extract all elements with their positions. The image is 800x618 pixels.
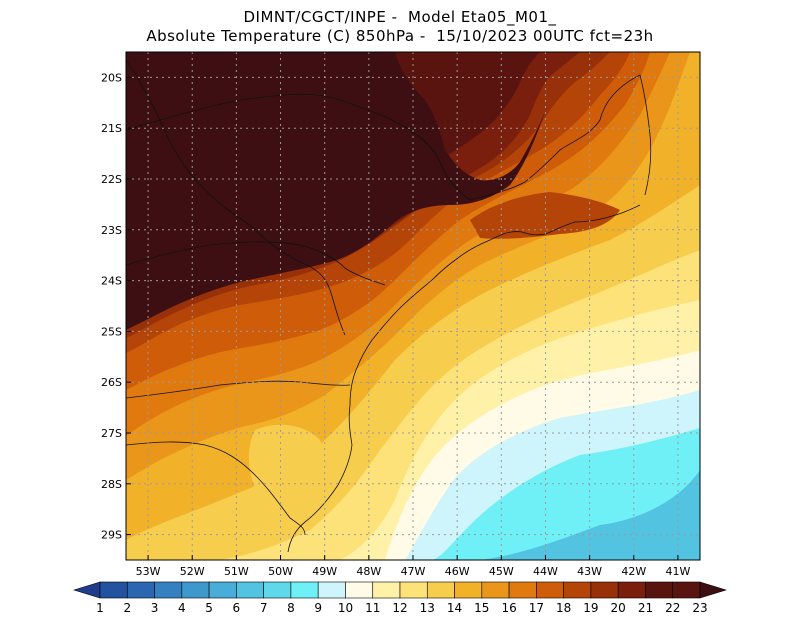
colorbar-label: 8 [287,601,295,615]
lat-tick-label: 27S [101,427,122,440]
longitude-axis: 53W 52W 51W 50W 49W 48W 47W 46W 45W 44W 43W 42W 41W [136,555,690,578]
lon-tick-label: 45W [489,565,514,578]
colorbar-label: 19 [583,601,598,615]
colorbar-swatch [536,581,564,599]
colorbar-label: 11 [365,601,380,615]
colorbar: 1 2 3 4 5 6 7 8 9 10 11 12 13 14 15 16 17 18 19 20 21 22 23 [72,581,728,615]
lat-tick-label: 23S [101,224,122,237]
colorbar-label: 22 [665,601,680,615]
colorbar-swatch [481,581,510,599]
lat-tick-label: 26S [101,376,122,389]
colorbar-swatch [345,581,374,599]
lat-tick-label: 20S [101,71,122,84]
colorbar-swatch [126,581,155,599]
lon-tick-label: 41W [665,565,690,578]
colorbar-label: 23 [692,601,707,615]
colorbar-arrow-high [699,581,728,599]
lon-tick-label: 48W [356,565,381,578]
colorbar-label: 14 [447,601,462,615]
colorbar-swatch [426,581,455,599]
colorbar-label: 9 [314,601,322,615]
chart-title-line1: DIMNT/CGCT/INPE - Model Eta05_M01_ [243,8,557,26]
lat-tick-label: 25S [101,325,122,338]
colorbar-label: 17 [529,601,544,615]
state-border-mg-rj [469,74,641,201]
colorbar-label: 7 [260,601,268,615]
lon-tick-label: 53W [136,565,161,578]
colorbar-swatch [645,581,674,599]
colorbar-swatch [590,581,619,599]
colorbar-label: 2 [123,601,131,615]
lat-lon-grid [126,52,700,560]
colorbar-label: 13 [420,601,435,615]
lon-tick-label: 51W [224,565,249,578]
colorbar-swatch [399,581,428,599]
lon-tick-label: 49W [312,565,337,578]
colorbar-label: 4 [178,601,186,615]
colorbar-swatch [508,581,537,599]
lat-tick-label: 29S [101,529,122,542]
lon-tick-label: 52W [180,565,205,578]
colorbar-swatch [181,581,210,599]
lat-tick-label: 22S [101,173,122,186]
state-border-mg-sp [126,93,471,201]
lon-tick-label: 46W [445,565,470,578]
colorbar-label: 5 [205,601,213,615]
colorbar-swatch [454,581,483,599]
lon-tick-label: 42W [621,565,646,578]
colorbar-swatch [236,581,264,599]
colorbar-swatch [154,581,183,599]
colorbar-label: 3 [151,601,159,615]
colorbar-swatch [263,581,292,599]
state-border-es-rj [639,74,652,196]
lat-tick-label: 21S [101,122,122,135]
lon-tick-label: 43W [577,565,602,578]
river-parana [249,224,346,336]
lon-tick-label: 44W [533,565,558,578]
colorbar-swatch [208,581,237,599]
chart-title-line2: Absolute Temperature (C) 850hPa - 15/10/… [146,27,654,45]
lon-tick-label: 50W [268,565,293,578]
colorbar-label: 10 [338,601,353,615]
state-border-ms-sp [126,59,251,226]
latitude-axis: 20S 21S 22S 23S 24S 25S 26S 27S 28S 29S [101,71,131,542]
colorbar-label: 15 [474,601,489,615]
temperature-field [126,52,700,560]
coastline [287,204,641,553]
colorbar-label: 16 [501,601,516,615]
state-border-sp-pr [126,241,386,286]
colorbar-label: 18 [556,601,571,615]
colorbar-swatch [317,581,346,599]
colorbar-label: 1 [96,601,104,615]
colorbar-swatch [99,581,128,599]
colorbar-label: 21 [638,601,653,615]
lon-tick-label: 47W [401,565,426,578]
colorbar-swatch [563,581,592,599]
colorbar-label: 20 [611,601,626,615]
colorbar-swatch [672,581,701,599]
lat-tick-label: 24S [101,275,122,288]
colorbar-label: 12 [392,601,407,615]
colorbar-label: 6 [233,601,241,615]
colorbar-swatch [372,581,401,599]
colorbar-swatch [617,581,646,599]
state-border-sc-rs [126,441,306,536]
field-band-23 [126,52,545,330]
lat-tick-label: 28S [101,478,122,491]
colorbar-arrow-low [72,581,101,599]
field-cool-pocket [248,424,326,511]
borders [126,59,652,553]
colorbar-swatch [290,581,319,599]
